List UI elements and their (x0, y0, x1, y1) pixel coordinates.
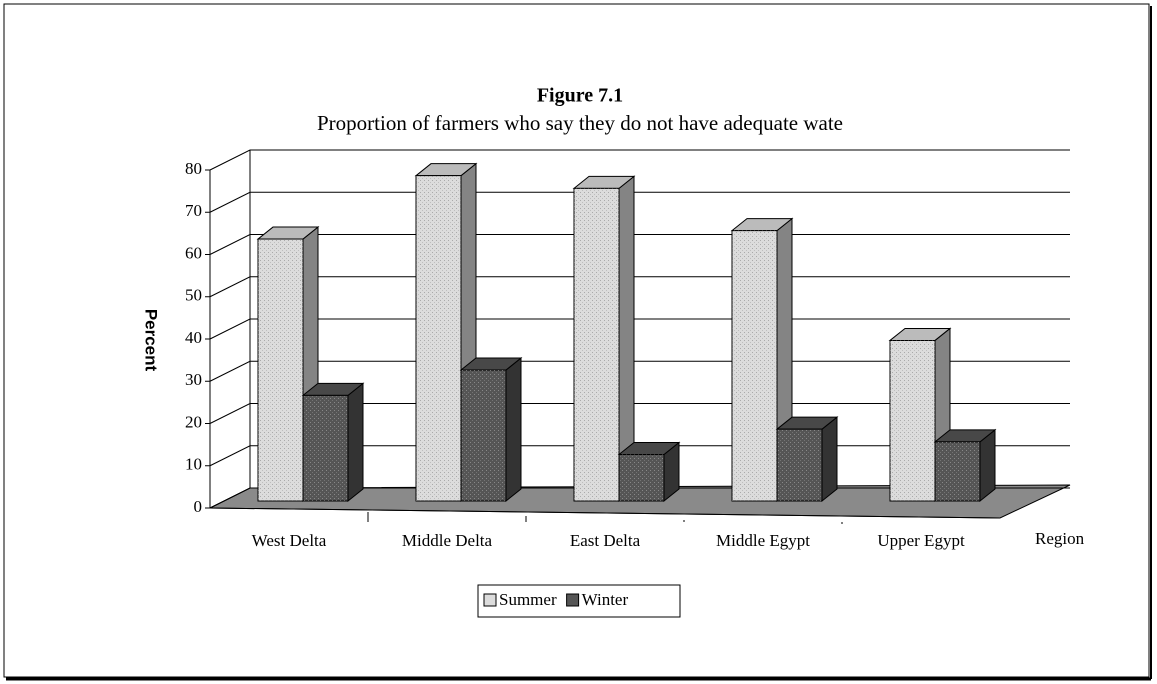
bar-texture (890, 340, 935, 501)
y-tick-label: 10 (185, 455, 202, 474)
bar (459, 356, 523, 503)
x-tick-label: East Delta (570, 531, 641, 550)
x-tick-label: Middle Egypt (716, 531, 810, 550)
grid-line (209, 234, 1070, 255)
bar (775, 416, 839, 503)
bar-texture (416, 175, 461, 502)
y-tick-label: 50 (185, 286, 202, 305)
x-tick-label: Middle Delta (402, 531, 493, 550)
y-tick-label: 30 (185, 370, 202, 389)
bar (933, 428, 997, 503)
y-tick-label: 60 (185, 243, 202, 262)
x-tick-label: Upper Egypt (877, 531, 965, 550)
y-tick-label: 0 (194, 497, 203, 516)
x-axis-label: Region (1035, 529, 1085, 548)
bar-texture (777, 429, 822, 501)
y-tick-label: 70 (185, 201, 202, 220)
bar (617, 441, 681, 503)
bar-face (821, 416, 838, 503)
x-tick-label: West Delta (252, 531, 327, 550)
bar-texture (574, 188, 619, 501)
bar-texture (461, 370, 506, 501)
bar-face (505, 356, 522, 503)
grid-line (209, 318, 1070, 340)
bar-texture (258, 239, 303, 502)
legend-label: Summer (499, 590, 557, 609)
legend-label: Winter (582, 590, 629, 609)
grid-line (209, 191, 1070, 213)
bar-texture (619, 454, 664, 501)
bar-texture (935, 441, 980, 501)
grid-line (209, 149, 1070, 171)
grid-line (209, 276, 1070, 298)
y-axis-label: Percent (142, 309, 161, 372)
y-tick-label: 40 (185, 328, 202, 347)
chart-title: Figure 7.1 (537, 85, 623, 107)
legend-swatch (483, 593, 497, 607)
y-tick-label: 20 (185, 412, 202, 431)
bar (414, 162, 478, 503)
grid-line (209, 360, 1070, 382)
y-tick-label: 80 (185, 159, 202, 178)
chart-subtitle: Proportion of farmers who say they do no… (317, 111, 843, 135)
bar-texture (303, 395, 348, 501)
grid-line (209, 403, 1070, 424)
x-axis (209, 507, 1001, 519)
legend-swatch (566, 593, 580, 607)
bar-face (347, 382, 364, 503)
bar-texture (732, 230, 777, 501)
bar (572, 175, 636, 503)
bar (301, 382, 365, 503)
